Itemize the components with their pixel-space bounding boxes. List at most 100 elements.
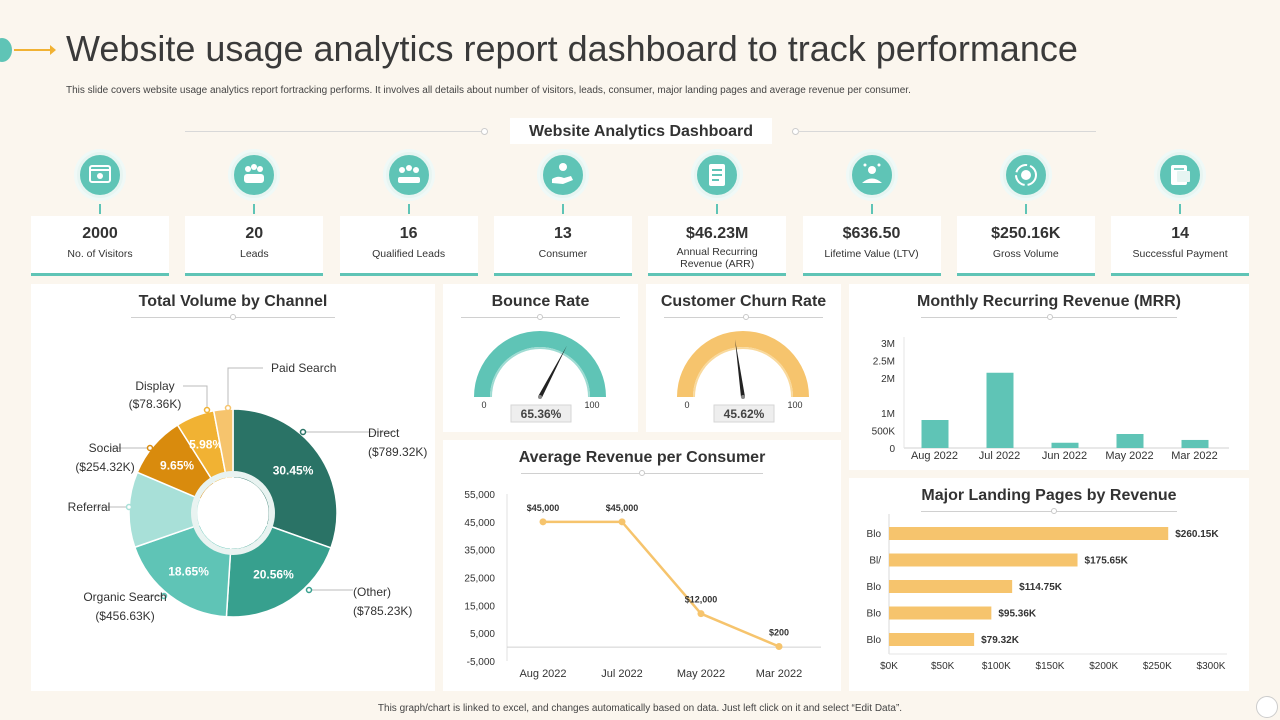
- bounce-rate-gauge: 0 100 65.36%: [474, 331, 606, 423]
- y-tick-label: 500K: [872, 427, 896, 438]
- kpi-connector: [1024, 204, 1027, 214]
- x-tick-label: $250K: [1143, 661, 1172, 672]
- landing-page-bar: [889, 580, 1013, 593]
- y-tick-label: 0: [889, 444, 895, 455]
- churn-rate-gauge: 0 100 45.62%: [677, 331, 809, 423]
- y-tick-label: 5,000: [470, 629, 495, 640]
- churn-rate-title: Customer Churn Rate: [660, 293, 827, 310]
- x-tick-label: Mar 2022: [1171, 450, 1217, 462]
- panel-bounce-rate: Bounce Rate 0 100 65.36%: [443, 284, 638, 432]
- x-tick-label: $150K: [1036, 661, 1065, 672]
- kpi-connector: [99, 204, 101, 214]
- pie-leader-dot: [299, 428, 307, 436]
- y-tick-label: 55,000: [464, 490, 495, 501]
- kpi-connector: [870, 204, 873, 214]
- x-tick-label: Aug 2022: [911, 450, 958, 462]
- bar-value-label: $175.65K: [1085, 556, 1129, 567]
- kpi-label: No. of Visitors: [67, 248, 133, 260]
- cycle-money-icon: [1002, 152, 1049, 198]
- bar-value-label: $260.15K: [1175, 529, 1219, 540]
- pie-category-label: Referral: [68, 500, 111, 514]
- kpi-label: Annual Recurring Revenue (ARR): [676, 246, 758, 270]
- receipt-icon: [1157, 152, 1204, 198]
- mrr-bar: [921, 420, 949, 448]
- pie-value-label: ($78.36K): [129, 397, 182, 411]
- pie-leader-dot: [203, 406, 211, 414]
- panel-mrr: Monthly Recurring Revenue (MRR) 0 500K 1M 2…: [849, 284, 1249, 470]
- point-value-label: $200: [769, 628, 789, 638]
- y-tick-label: Blo: [867, 529, 882, 540]
- page-title: Website usage analytics report dashboard…: [66, 28, 1078, 69]
- pie-leader-dot: [305, 586, 313, 594]
- gauge-min-label: 0: [481, 400, 486, 410]
- point-value-label: $45,000: [527, 503, 560, 513]
- mrr-bar: [1051, 442, 1079, 448]
- gauge-face: [695, 349, 791, 397]
- x-tick-label: $50K: [931, 661, 955, 672]
- revenue-point: [618, 518, 626, 526]
- y-tick-label: 2.5M: [873, 357, 895, 368]
- x-tick-label: $300K: [1197, 661, 1226, 672]
- title-underline-dot: [639, 470, 645, 476]
- x-tick-label: May 2022: [677, 668, 725, 680]
- title-underline-dot: [230, 314, 236, 320]
- kpi-card: 16 Qualified Leads: [339, 216, 478, 276]
- y-tick-label: 45,000: [464, 518, 495, 529]
- kpi-value: $250.16K: [991, 225, 1061, 242]
- pie-slice: [133, 523, 232, 618]
- revenue-point: [539, 518, 547, 526]
- kpi-card: 2000 No. of Visitors: [31, 216, 169, 276]
- y-tick-label: 1M: [881, 409, 895, 420]
- pie-value-label: ($254.32K): [75, 460, 134, 474]
- y-tick-label: Blo: [867, 582, 882, 593]
- kpi-card: 13 Consumer: [493, 216, 632, 276]
- point-value-label: $45,000: [606, 503, 639, 513]
- title-underline: [921, 511, 1177, 512]
- point-value-label: $12,000: [685, 595, 718, 605]
- gauge-min-label: 0: [684, 400, 689, 410]
- x-tick-label: Aug 2022: [519, 668, 566, 680]
- revenue-line: [543, 520, 780, 648]
- pie-leader-dot: [160, 592, 168, 600]
- gauge-value-box: [713, 404, 775, 423]
- landing-page-bar: [889, 527, 1169, 540]
- gauge-max-label: 100: [584, 400, 599, 410]
- kpi-label: Leads: [239, 248, 269, 260]
- pie-value-label: ($789.32K): [368, 445, 427, 459]
- kpi-label: Qualified Leads: [372, 248, 446, 260]
- x-tick-label: Jul 2022: [979, 450, 1021, 462]
- panel-avg-revenue: Average Revenue per Consumer -5,000 5,000…: [443, 440, 841, 691]
- x-tick-label: $0K: [880, 661, 898, 672]
- title-underline-dot: [1047, 314, 1053, 320]
- gauge-needle: [735, 339, 745, 398]
- y-tick-label: 3M: [881, 339, 895, 350]
- person-value-icon: [848, 152, 895, 198]
- kpi-label: Lifetime Value (LTV): [824, 248, 919, 260]
- dash-title-line-left: [185, 131, 483, 132]
- gauge-pivot: [538, 395, 542, 399]
- dashboard-title: Website Analytics Dashboard: [510, 118, 772, 144]
- mrr-bar: [1116, 434, 1144, 448]
- team-meeting-icon: [385, 152, 432, 198]
- y-tick-label: 2M: [881, 374, 895, 385]
- donut-hole-ring: [191, 471, 275, 555]
- landing-page-bar: [889, 553, 1078, 567]
- mrr-bar-chart: 0 500K 1M 2M 2.5M 3M Aug 2022 Jul 2022 Jun 2022 M…: [872, 337, 1229, 462]
- pie-slice: [232, 408, 338, 549]
- x-tick-label: Mar 2022: [756, 668, 802, 680]
- kpi-card: $46.23M Annual Recurring Revenue (ARR): [648, 216, 787, 276]
- header-line: [14, 49, 52, 51]
- kpi-card: 14 Successful Payment: [1111, 216, 1250, 276]
- gauge-value-label: 45.62%: [724, 407, 765, 421]
- pie-category-label: Social: [89, 441, 122, 455]
- y-tick-label: Bl/: [869, 556, 881, 567]
- avg-revenue-title: Average Revenue per Consumer: [518, 449, 766, 466]
- gauge-arc: [474, 331, 606, 397]
- pie-leader-dot: [125, 503, 133, 511]
- pie-chart: 30.45% Direct ($789.32K) 20.56% (Other) ($785…: [68, 361, 428, 623]
- kpi-value: $46.23M: [686, 225, 749, 242]
- landing-page-bar: [889, 633, 975, 646]
- x-tick-label: $200K: [1089, 661, 1118, 672]
- bar-value-label: $114.75K: [1019, 582, 1063, 593]
- pie-leader-dot: [146, 444, 154, 452]
